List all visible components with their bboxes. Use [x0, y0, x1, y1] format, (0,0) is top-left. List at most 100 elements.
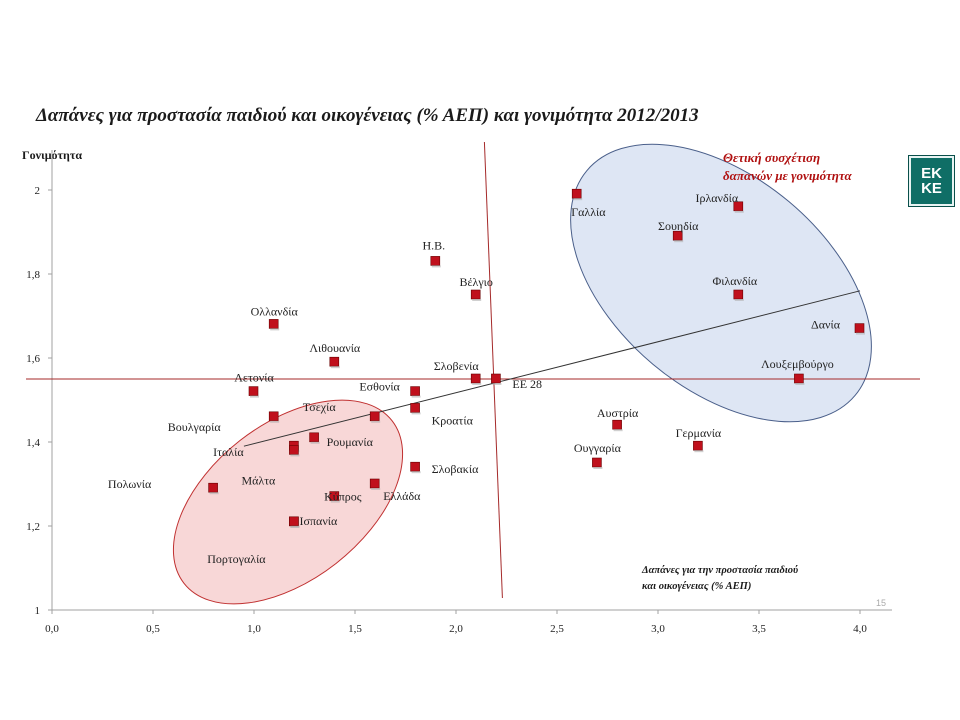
point-marker	[369, 411, 380, 422]
point-shadow	[674, 240, 684, 243]
point-label: Ιρλανδία	[695, 191, 738, 205]
data-point: Ιρλανδία	[695, 191, 744, 213]
trendline-group	[243, 290, 861, 447]
point-shadow	[411, 471, 421, 474]
data-point: Πορτογαλία	[207, 516, 300, 566]
point-shadow	[694, 450, 704, 453]
data-point: Η.Β.	[422, 238, 445, 268]
data-point: Ουγγαρία	[574, 441, 622, 469]
annotation-line-2: δαπανών με γονιμότητα	[723, 168, 852, 183]
x-tick-label: 4,0	[853, 623, 867, 635]
point-label: Φιλανδία	[712, 274, 757, 288]
point-label: Μάλτα	[241, 473, 276, 487]
point-marker	[329, 356, 340, 367]
point-marker	[268, 411, 279, 422]
point-marker	[248, 386, 259, 396]
point-marker	[289, 516, 299, 527]
point-shadow	[250, 395, 259, 398]
data-point: Κύπρος	[324, 490, 362, 504]
x-axis-label-line-2: και οικογένειας (% ΑΕΠ)	[642, 581, 751, 592]
point-label: Σλοβακία	[432, 462, 479, 476]
data-point: Πολωνία	[108, 477, 219, 495]
point-label: Κροατία	[432, 413, 474, 427]
point-shadow	[856, 332, 865, 335]
x-tick-label: 1,5	[348, 623, 362, 635]
data-point: Ελλάδα	[369, 478, 421, 503]
point-label: Αυστρία	[597, 406, 639, 420]
x-tick-label: 3,5	[752, 623, 766, 635]
data-point: Ρουμανία	[309, 432, 374, 449]
point-label: Βουλγαρία	[168, 420, 222, 434]
data-point: Λετονία	[234, 371, 274, 398]
logo-line-2: ΚΕ	[921, 180, 942, 197]
point-marker	[289, 445, 299, 455]
point-shadow	[411, 395, 421, 398]
vertical-reference-line	[483, 141, 503, 599]
x-tick-label: 3,0	[651, 623, 665, 635]
data-point: Βουλγαρία	[168, 411, 280, 434]
y-tick-label: 1	[35, 605, 41, 617]
data-point: Σουηδία	[658, 219, 699, 243]
point-label: Βέλγιο	[459, 275, 492, 289]
point-label: Λιθουανία	[309, 341, 361, 355]
point-marker	[854, 323, 865, 333]
point-label: Γερμανία	[676, 426, 722, 440]
point-marker	[369, 478, 380, 489]
data-point: Κροατία	[410, 403, 474, 427]
logo-line-1: ΕΚ	[921, 165, 942, 182]
point-label: ΕΕ 28	[512, 377, 542, 391]
data-point: Αυστρία	[597, 406, 639, 432]
point-marker	[592, 457, 602, 468]
annotation-line-1: Θετική συσχέτιση	[723, 150, 820, 165]
y-tick-label: 1,8	[26, 269, 40, 281]
data-point: ΕΕ 28	[491, 373, 542, 391]
point-marker	[410, 386, 420, 396]
point-label: Εσθονία	[359, 380, 400, 394]
low-spending-ellipse	[172, 399, 404, 605]
point-label: Ρουμανία	[327, 435, 374, 449]
data-point: Τσεχία	[303, 400, 381, 423]
point-shadow	[734, 210, 744, 213]
point-shadow	[472, 299, 482, 301]
data-point: Γαλλία	[571, 188, 606, 219]
trendline	[243, 290, 861, 447]
point-label: Κύπρος	[324, 490, 362, 504]
point-shadow	[431, 265, 441, 268]
point-marker	[430, 256, 441, 266]
y-tick-label: 1,2	[26, 521, 40, 533]
x-tick-label: 0,5	[146, 623, 160, 635]
y-tick-label: 1,6	[26, 353, 40, 365]
point-shadow	[209, 492, 219, 495]
point-shadow	[371, 420, 381, 423]
point-marker	[309, 432, 319, 443]
data-point: Μάλτα	[241, 445, 300, 487]
point-label: Ιταλία	[213, 445, 244, 459]
data-point: Φιλανδία	[712, 274, 758, 301]
point-label: Σουηδία	[658, 219, 699, 233]
data-point: Λουξεμβούργο	[761, 357, 834, 385]
point-label: Ελλάδα	[383, 489, 421, 503]
point-shadow	[270, 328, 280, 331]
point-shadow	[290, 454, 300, 457]
data-point: Λιθουανία	[309, 341, 361, 369]
point-shadow	[330, 500, 340, 503]
point-marker	[208, 482, 218, 493]
point-marker	[268, 319, 279, 329]
x-tick-label: 2,5	[550, 623, 564, 635]
point-label: Ολλανδία	[251, 304, 299, 318]
point-shadow	[573, 198, 583, 201]
point-marker	[410, 461, 420, 472]
point-label: Γαλλία	[571, 205, 606, 219]
x-tick-label: 0,0	[45, 623, 59, 635]
y-tick-label: 1,4	[26, 437, 40, 449]
point-shadow	[310, 441, 320, 444]
point-shadow	[330, 366, 340, 369]
point-marker	[470, 289, 481, 300]
data-point: Σλοβενία	[434, 359, 482, 385]
point-label: Ουγγαρία	[574, 441, 622, 455]
point-label: Δανία	[811, 318, 841, 332]
x-tick-label: 2,0	[449, 623, 463, 635]
x-axis-label-line-1: Δαπάνες για την προστασία παιδιού	[641, 565, 798, 576]
page-number: 15	[876, 598, 886, 608]
axes: 1 1,2 1,4 1,6 1,8 2 0,0 0,5 1,0 1,5 2,0 2,5 3,0 3,5 4,…	[26, 150, 892, 635]
